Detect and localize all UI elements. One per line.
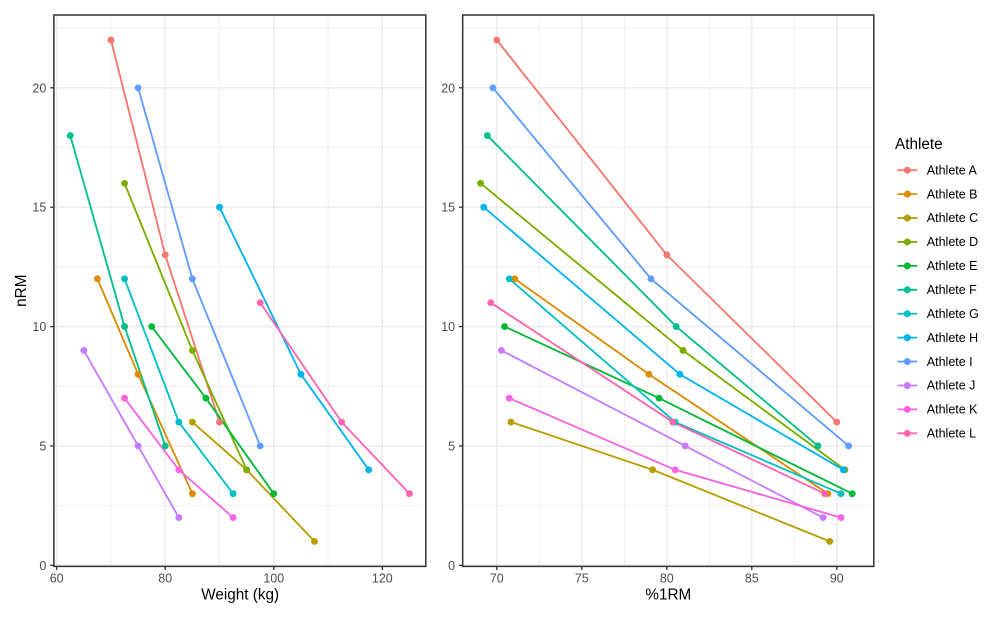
svg-text:Athlete D: Athlete D [927,235,978,249]
svg-text:Athlete H: Athlete H [927,331,978,345]
svg-text:Athlete B: Athlete B [927,187,978,201]
svg-text:5: 5 [39,439,46,453]
svg-text:Athlete F: Athlete F [927,283,977,297]
svg-text:80: 80 [158,572,172,586]
svg-text:0: 0 [39,559,46,573]
svg-text:80: 80 [660,572,674,586]
svg-text:Athlete G: Athlete G [927,307,979,321]
svg-text:90: 90 [830,572,844,586]
svg-text:Athlete A: Athlete A [927,163,978,177]
svg-text:Athlete L: Athlete L [927,427,976,441]
svg-text:20: 20 [32,81,46,95]
svg-text:Weight (kg): Weight (kg) [201,587,279,604]
svg-text:nRM: nRM [13,275,30,307]
svg-text:5: 5 [448,439,455,453]
svg-text:20: 20 [441,81,455,95]
svg-text:120: 120 [372,572,393,586]
svg-text:Athlete I: Athlete I [927,355,973,369]
svg-text:Athlete: Athlete [895,136,943,153]
svg-text:Athlete E: Athlete E [927,259,978,273]
svg-text:15: 15 [32,201,46,215]
svg-text:70: 70 [490,572,504,586]
svg-text:Athlete K: Athlete K [927,403,978,417]
svg-text:85: 85 [745,572,759,586]
svg-text:10: 10 [441,320,455,334]
svg-text:75: 75 [575,572,589,586]
svg-text:15: 15 [441,201,455,215]
svg-text:10: 10 [32,320,46,334]
svg-text:%1RM: %1RM [645,587,691,604]
svg-text:100: 100 [263,572,284,586]
svg-text:Athlete C: Athlete C [927,211,978,225]
svg-text:Athlete J: Athlete J [927,379,976,393]
svg-text:0: 0 [448,559,455,573]
svg-text:60: 60 [50,572,64,586]
